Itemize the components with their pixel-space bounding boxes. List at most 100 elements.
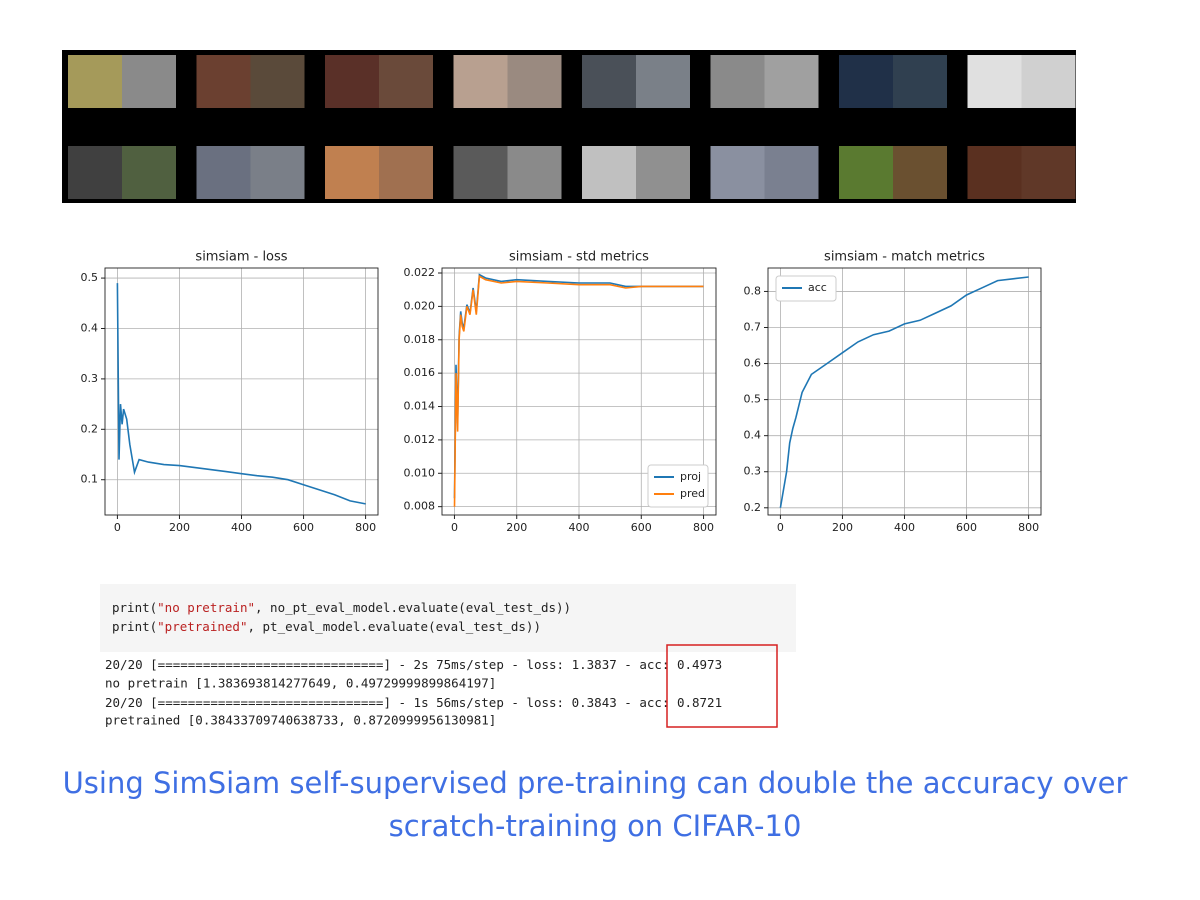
y-tick-label: 0.5 (81, 271, 99, 284)
output-acc: acc: 0.4973 (639, 657, 722, 672)
x-tick-label: 600 (956, 521, 977, 534)
thumbnail (710, 55, 765, 108)
thumbnail (68, 55, 122, 108)
thumbnail (764, 146, 819, 199)
y-tick-label: 0.1 (81, 473, 99, 486)
thumbnail (636, 55, 690, 108)
code-token: print( (112, 600, 157, 615)
output-line: pretrained [0.38433709740638733, 0.87209… (105, 713, 496, 728)
data-line (453, 275, 704, 507)
thumbnail (636, 146, 690, 199)
x-tick-label: 0 (114, 521, 121, 534)
y-tick-label: 0.020 (404, 299, 436, 312)
thumbnail (250, 146, 305, 199)
y-tick-label: 0.010 (404, 466, 436, 479)
axes-frame (767, 267, 1042, 516)
x-tick-label: 400 (569, 521, 590, 534)
thumbnail (1021, 146, 1076, 199)
code-string: "pretrained" (157, 619, 247, 634)
image-grid (68, 55, 1076, 199)
y-tick-label: 0.3 (744, 465, 762, 478)
code-line: print("pretrained", pt_eval_model.evalua… (112, 619, 541, 634)
thumbnail (582, 146, 636, 199)
thumbnail (893, 146, 947, 199)
y-tick-label: 0.014 (404, 400, 436, 413)
x-tick-label: 600 (631, 521, 652, 534)
x-tick-label: 0 (777, 521, 784, 534)
thumbnail (893, 55, 947, 108)
thumbnail (453, 146, 508, 199)
caption-line: scratch-training on CIFAR-10 (389, 809, 802, 843)
thumbnail (196, 146, 251, 199)
code-token: print( (112, 619, 157, 634)
legend-box (647, 464, 709, 508)
highlight-box (666, 644, 778, 728)
y-tick-label: 0.018 (404, 333, 436, 346)
code-token: , pt_eval_model.evaluate(eval_test_ds)) (247, 619, 541, 634)
thumbnail (122, 146, 176, 199)
y-tick-label: 0.4 (744, 429, 762, 442)
y-tick-label: 0.6 (744, 357, 762, 370)
data-line (116, 283, 366, 505)
legend-box (775, 275, 837, 302)
thumbnail (379, 55, 433, 108)
data-line (779, 276, 1029, 508)
code-cell (100, 584, 796, 652)
legend-label: proj (680, 470, 701, 483)
output-line: 20/20 [==============================] -… (105, 657, 722, 672)
thumbnail (250, 55, 305, 108)
thumbnail (379, 146, 433, 199)
legend-label: pred (680, 487, 705, 500)
thumbnail (839, 146, 893, 199)
y-tick-label: 0.2 (744, 501, 762, 514)
x-tick-label: 400 (231, 521, 252, 534)
code-string: "no pretrain" (157, 600, 255, 615)
y-tick-label: 0.016 (404, 366, 436, 379)
output-line: 20/20 [==============================] -… (105, 695, 722, 710)
chart-title: simsiam - loss (195, 250, 287, 265)
output-text: 20/20 [==============================] -… (105, 657, 639, 672)
y-tick-label: 0.5 (744, 393, 762, 406)
thumbnail (453, 55, 508, 108)
y-tick-label: 0.4 (81, 321, 99, 334)
y-tick-label: 0.8 (744, 284, 762, 297)
x-tick-label: 400 (894, 521, 915, 534)
code-line: print("no pretrain", no_pt_eval_model.ev… (112, 600, 571, 615)
thumbnail (507, 146, 562, 199)
y-tick-label: 0.7 (744, 320, 762, 333)
code-token: , no_pt_eval_model.evaluate(eval_test_ds… (255, 600, 571, 615)
x-tick-label: 200 (169, 521, 190, 534)
thumbnail (582, 55, 636, 108)
y-tick-label: 0.022 (404, 266, 436, 279)
thumbnail (710, 146, 765, 199)
output-text: 20/20 [==============================] -… (105, 695, 639, 710)
axes-frame (441, 267, 717, 516)
thumbnail (967, 146, 1022, 199)
caption-line: Using SimSiam self-supervised pre-traini… (63, 766, 1128, 800)
thumbnail (68, 146, 122, 199)
thumbnail (764, 55, 819, 108)
output-line: no pretrain [1.383693814277649, 0.497299… (105, 676, 496, 691)
legend-label: acc (808, 281, 827, 294)
axes-frame (104, 267, 379, 516)
thumbnail (196, 55, 251, 108)
output-acc: acc: 0.8721 (639, 695, 722, 710)
thumbnail (839, 55, 893, 108)
y-tick-label: 0.3 (81, 372, 99, 385)
y-tick-label: 0.012 (404, 433, 436, 446)
x-tick-label: 200 (506, 521, 527, 534)
thumbnail (967, 55, 1022, 108)
x-tick-label: 600 (293, 521, 314, 534)
chart-title: simsiam - match metrics (824, 250, 985, 265)
thumbnail (325, 55, 379, 108)
thumbnail (507, 55, 562, 108)
thumbnail (1021, 55, 1076, 108)
y-tick-label: 0.2 (81, 422, 99, 435)
thumbnail (325, 146, 379, 199)
thumbnail (122, 55, 176, 108)
x-tick-label: 0 (451, 521, 458, 534)
y-tick-label: 0.008 (404, 500, 436, 513)
x-tick-label: 800 (693, 521, 714, 534)
